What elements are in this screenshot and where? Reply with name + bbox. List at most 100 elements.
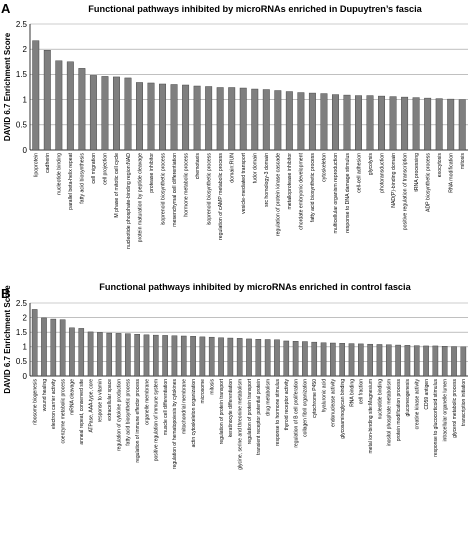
bar: [367, 343, 373, 377]
bar: [441, 346, 448, 377]
bar: [112, 76, 120, 151]
bar: [101, 76, 109, 151]
bar: [451, 346, 457, 377]
bar: [320, 93, 328, 151]
bar: [343, 94, 351, 151]
bar: [376, 344, 383, 377]
category-label: protease inhibitor: [149, 153, 155, 193]
bar: [302, 341, 308, 377]
category-label: parallel beta-helix repeat: [68, 152, 74, 209]
category-label: transient receptor potential protein: [256, 379, 262, 455]
category-label: tudor domain: [253, 153, 259, 183]
category-label: cell projection: [103, 153, 109, 185]
category-label: chordate embryonic development: [299, 152, 305, 229]
bar: [395, 344, 401, 377]
bar: [264, 339, 271, 377]
category-label: nucleotide binding: [377, 379, 383, 420]
y-tick-label: 1: [23, 343, 28, 352]
category-label: regulation of immune effector process: [135, 379, 141, 463]
category-label: tRNA processing: [414, 153, 420, 192]
bar: [255, 339, 262, 377]
bar: [389, 96, 397, 151]
category-label: drug metabolism: [265, 379, 271, 416]
bar: [262, 89, 270, 151]
bar: [159, 83, 167, 151]
bar: [358, 343, 364, 377]
category-label: ribosome biogenesis: [32, 379, 38, 425]
category-label: fatty acid biosynthesis: [80, 153, 86, 204]
chart-title: Functional pathways inhibited by microRN…: [88, 4, 422, 14]
bar: [153, 334, 159, 377]
bar: [134, 334, 140, 377]
bar: [50, 318, 57, 377]
category-label: regulation of cAMP metabolic process: [218, 153, 224, 240]
y-axis-label: DAVID 6.7 Enrichment Score: [3, 285, 12, 394]
bar: [136, 82, 143, 151]
category-label: positive regulation of immune system: [154, 379, 160, 461]
category-label: RNA modification: [449, 153, 455, 193]
bar: [31, 309, 38, 377]
bar: [124, 77, 132, 151]
category-label: CD59 antigen: [424, 379, 430, 410]
bar: [228, 87, 236, 151]
category-label: glycosaminoglycan binding: [340, 379, 346, 439]
bar: [251, 88, 259, 151]
bar: [423, 345, 429, 377]
category-label: transcription initiation: [461, 379, 467, 426]
category-label: protein maturation by peptide cleavage: [137, 153, 143, 243]
chart-title: Functional pathways inhibited by microRN…: [99, 282, 411, 292]
bar: [239, 87, 247, 151]
y-axis-label: DAVID 6.7 Enrichment Score: [3, 32, 12, 141]
bar: [143, 334, 150, 377]
y-tick-label: 2: [23, 45, 28, 54]
bar: [320, 342, 327, 377]
category-label: creatine kinase activity: [415, 379, 421, 430]
bar: [432, 345, 439, 377]
category-label: exocytosis: [437, 153, 443, 178]
category-label: cytochrome P450: [312, 379, 318, 418]
bar: [182, 84, 190, 151]
category-label: fatty acid biosynthetic process: [126, 379, 132, 446]
category-label: gluconeogenesis: [405, 379, 411, 417]
bar: [297, 92, 305, 151]
bar: [125, 333, 131, 377]
category-label: nucleotide phosphate-binding region:NAD: [126, 153, 132, 249]
bar: [366, 95, 374, 151]
category-label: anneal repeat, conserved site: [79, 379, 85, 445]
bar: [292, 341, 299, 377]
category-label: cell-cell adhesion: [356, 153, 362, 193]
panel-letter: B: [1, 286, 10, 301]
bar: [55, 60, 63, 151]
bar: [190, 336, 196, 377]
category-label: intracellular organelle lumen: [443, 379, 449, 442]
bar: [348, 343, 355, 377]
category-label: inositol phosphate metabolism: [387, 379, 393, 446]
bar: [401, 96, 409, 151]
bar: [193, 85, 201, 151]
category-label: mitosis: [210, 379, 216, 395]
bar: [180, 335, 187, 377]
bar: [59, 319, 66, 377]
category-label: endonuclease activity: [331, 379, 337, 427]
y-tick-label: 0.5: [16, 121, 28, 130]
bar: [69, 327, 75, 377]
category-label: actin cytoskeleton organization: [191, 379, 197, 448]
bar: [205, 86, 213, 151]
bar: [87, 331, 94, 377]
bar: [378, 95, 386, 151]
bar: [97, 332, 103, 377]
bar: [331, 94, 339, 151]
category-label: organelle membrane: [144, 379, 150, 425]
category-label: regulation of protein transport: [247, 378, 253, 444]
category-label: metalloprotease inhibitor: [287, 153, 293, 210]
bar: [285, 91, 293, 151]
y-tick-label: 1.5: [16, 70, 28, 79]
category-label: mRNA cleavage: [70, 379, 76, 415]
y-tick-label: 2.5: [16, 20, 28, 29]
bar: [216, 87, 224, 151]
category-label: regulation of hematopoiesis by cytokines: [172, 379, 178, 470]
y-tick-label: 2: [23, 313, 28, 322]
y-tick-label: 1: [23, 95, 28, 104]
bar: [236, 338, 243, 377]
